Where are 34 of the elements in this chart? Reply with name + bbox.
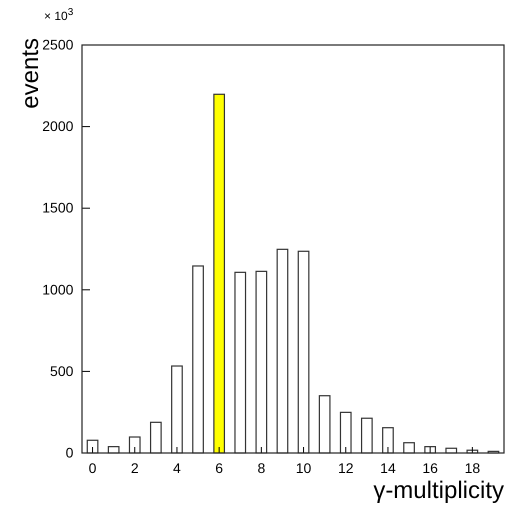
bar xyxy=(150,422,162,454)
x-tick-label: 8 xyxy=(257,460,266,476)
text: × 10$^{3}$ xyxy=(44,6,74,23)
bar xyxy=(171,365,183,454)
y-tick-label: 500 xyxy=(50,362,74,379)
x-tick-label: 2 xyxy=(130,460,139,476)
x-tick-label: 14 xyxy=(380,460,396,476)
x-axis-title: γ-multiplicity xyxy=(373,477,504,504)
bar xyxy=(128,436,141,454)
bar xyxy=(86,440,98,454)
bar xyxy=(255,270,268,454)
bar xyxy=(234,272,246,454)
bar xyxy=(382,427,394,454)
bar xyxy=(318,395,331,454)
bar xyxy=(192,265,204,454)
x-tick-label: 16 xyxy=(422,460,438,476)
bar xyxy=(276,248,288,454)
bar xyxy=(360,418,373,454)
bar xyxy=(403,442,415,454)
bar xyxy=(298,250,310,454)
y-tick-label: 2500 xyxy=(42,36,74,52)
x-tick-label: 4 xyxy=(173,460,182,476)
x-tick-label: 12 xyxy=(338,460,354,476)
bar xyxy=(213,94,226,454)
y-tick-label: 2000 xyxy=(42,118,74,134)
x-tick-label: 18 xyxy=(464,460,480,476)
y-tick-label: 1000 xyxy=(42,281,74,298)
bar xyxy=(340,412,352,454)
x-tick-label: 10 xyxy=(296,460,312,476)
x-tick-label: 6 xyxy=(215,460,224,476)
y-axis-title: events xyxy=(17,38,44,109)
x-tick-label: 0 xyxy=(88,460,97,476)
y-tick-label: 1500 xyxy=(42,200,74,216)
y-tick-label: 0 xyxy=(66,444,74,460)
